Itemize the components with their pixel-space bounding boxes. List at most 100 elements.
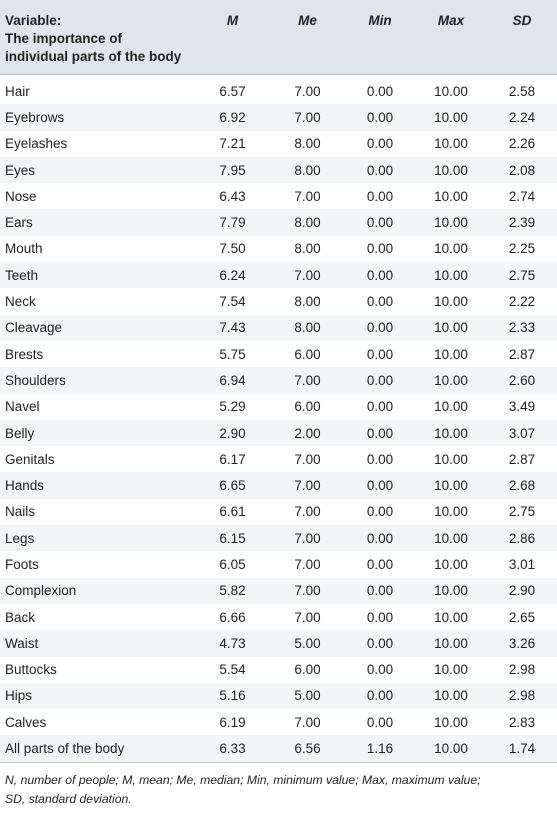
- table-row: Teeth 6.24 7.00 0.00 10.00 2.75: [0, 262, 557, 289]
- footnote-line-2: SD, standard deviation.: [5, 792, 132, 806]
- table-row: Buttocks 5.54 6.00 0.00 10.00 2.98: [0, 656, 557, 683]
- sd-value-cell: 3.07: [508, 425, 536, 441]
- mean-value-cell: 6.61: [219, 504, 246, 520]
- max-value-cell: 10.00: [434, 609, 468, 625]
- mean-value-cell: 7.54: [219, 294, 246, 310]
- body-part-name-cell: Cleavage: [5, 320, 63, 336]
- min-value-cell: 0.00: [366, 399, 394, 415]
- max-value-cell: 10.00: [434, 215, 468, 231]
- mean-value-cell: 4.73: [219, 635, 246, 651]
- sd-value-cell: 1.74: [487, 735, 557, 763]
- mean-value-cell: 6.92: [219, 109, 246, 125]
- statistics-table-container: Variable: The importance of individual p…: [0, 0, 557, 763]
- max-value-cell: 10.00: [434, 688, 468, 704]
- table-row: Neck 7.54 8.00 0.00 10.00 2.22: [0, 288, 557, 315]
- min-value-cell: 0.00: [366, 504, 394, 520]
- sd-value-cell: 3.01: [508, 556, 536, 572]
- mean-value-cell: 5.82: [219, 583, 246, 599]
- sd-value-cell: 2.87: [508, 451, 536, 467]
- median-value-cell: 2.00: [294, 425, 321, 441]
- max-value-cell: 10.00: [434, 530, 468, 546]
- min-value-cell: 0.00: [366, 136, 394, 152]
- mean-value-cell: 6.94: [219, 372, 246, 388]
- median-value-cell: 6.56: [270, 735, 345, 763]
- min-column-header: Min: [345, 0, 415, 75]
- sd-value-cell: 2.98: [508, 662, 536, 678]
- median-value-cell: 8.00: [294, 294, 321, 310]
- table-row: Navel 5.29 6.00 0.00 10.00 3.49: [0, 393, 557, 420]
- mean-value-cell: 5.75: [219, 346, 246, 362]
- median-column-header: Me: [270, 0, 345, 75]
- body-part-name-cell: Buttocks: [5, 662, 57, 678]
- variable-header-line-2: The importance of: [5, 31, 123, 46]
- sd-value-cell: 2.58: [508, 83, 536, 99]
- sd-value-cell: 2.74: [508, 188, 536, 204]
- median-value-cell: 7.00: [294, 609, 321, 625]
- min-value-cell: 0.00: [366, 714, 394, 730]
- table-row: Legs 6.15 7.00 0.00 10.00 2.86: [0, 525, 557, 552]
- variable-header-line-1: Variable:: [5, 13, 62, 28]
- mean-value-cell: 7.21: [219, 136, 246, 152]
- body-part-name-cell: Brests: [5, 346, 44, 362]
- sd-value-cell: 2.08: [508, 162, 536, 178]
- body-part-name-cell: Mouth: [5, 241, 43, 257]
- min-value-cell: 0.00: [366, 83, 394, 99]
- min-value-cell: 0.00: [366, 688, 394, 704]
- mean-value-cell: 6.19: [219, 714, 246, 730]
- table-row: Nails 6.61 7.00 0.00 10.00 2.75: [0, 498, 557, 526]
- table-row: Nose 6.43 7.00 0.00 10.00 2.74: [0, 183, 557, 210]
- min-value-cell: 0.00: [366, 662, 394, 678]
- min-value-cell: 0.00: [366, 530, 394, 546]
- max-value-cell: 10.00: [434, 714, 468, 730]
- table-row: Calves 6.19 7.00 0.00 10.00 2.83: [0, 709, 557, 736]
- max-value-cell: 10.00: [434, 346, 468, 362]
- max-value-cell: 10.00: [434, 662, 468, 678]
- sd-value-cell: 2.90: [508, 583, 536, 599]
- min-value-cell: 0.00: [366, 241, 394, 257]
- table-row: Belly 2.90 2.00 0.00 10.00 3.07: [0, 419, 557, 447]
- sd-value-cell: 3.26: [508, 635, 536, 651]
- median-value-cell: 8.00: [294, 241, 321, 257]
- sd-value-cell: 2.26: [508, 136, 536, 152]
- min-value-cell: 0.00: [366, 162, 394, 178]
- median-value-cell: 8.00: [294, 162, 321, 178]
- header-row: Variable: The importance of individual p…: [0, 0, 557, 75]
- table-footnote: N, number of people; M, mean; Me, median…: [5, 771, 553, 809]
- body-part-name-cell: Navel: [5, 399, 40, 415]
- max-value-cell: 10.00: [434, 399, 468, 415]
- table-row: Hair 6.57 7.00 0.00 10.00 2.58: [0, 74, 557, 105]
- min-value-cell: 0.00: [366, 609, 394, 625]
- table-row: Hips 5.16 5.00 0.00 10.00 2.98: [0, 682, 557, 710]
- sd-value-cell: 2.87: [508, 346, 536, 362]
- body-part-name-cell: Nose: [5, 188, 37, 204]
- mean-value-cell: 7.43: [219, 320, 246, 336]
- table-row: Mouth 7.50 8.00 0.00 10.00 2.25: [0, 235, 557, 263]
- max-value-cell: 10.00: [434, 451, 468, 467]
- table-row: Eyelashes 7.21 8.00 0.00 10.00 2.26: [0, 130, 557, 157]
- body-part-name-cell: Hair: [5, 83, 30, 99]
- max-value-cell: 10.00: [434, 267, 468, 283]
- min-value-cell: 0.00: [366, 320, 394, 336]
- min-value-cell: 0.00: [366, 346, 394, 362]
- table-row: Waist 4.73 5.00 0.00 10.00 3.26: [0, 630, 557, 657]
- mean-value-cell: 6.33: [195, 735, 270, 763]
- body-part-name-cell: Waist: [5, 635, 39, 651]
- median-value-cell: 8.00: [294, 136, 321, 152]
- mean-value-cell: 7.79: [219, 215, 246, 231]
- footnote-line-1: N, number of people; M, mean; Me, median…: [5, 773, 481, 787]
- variable-column-header: Variable: The importance of individual p…: [0, 0, 195, 75]
- table-row: Foots 6.05 7.00 0.00 10.00 3.01: [0, 551, 557, 578]
- min-value-cell: 0.00: [366, 215, 394, 231]
- body-part-name-cell: Back: [5, 609, 36, 625]
- min-value-cell: 0.00: [366, 583, 394, 599]
- median-value-cell: 7.00: [294, 556, 321, 572]
- mean-value-cell: 6.57: [219, 83, 246, 99]
- table-row: Hands 6.65 7.00 0.00 10.00 2.68: [0, 472, 557, 499]
- max-value-cell: 10.00: [434, 162, 468, 178]
- min-value-cell: 0.00: [366, 451, 394, 467]
- sd-value-cell: 2.75: [508, 267, 536, 283]
- body-part-name-cell: Belly: [5, 425, 35, 441]
- min-value-cell: 0.00: [366, 188, 394, 204]
- max-value-cell: 10.00: [434, 556, 468, 572]
- mean-value-cell: 5.16: [219, 688, 246, 704]
